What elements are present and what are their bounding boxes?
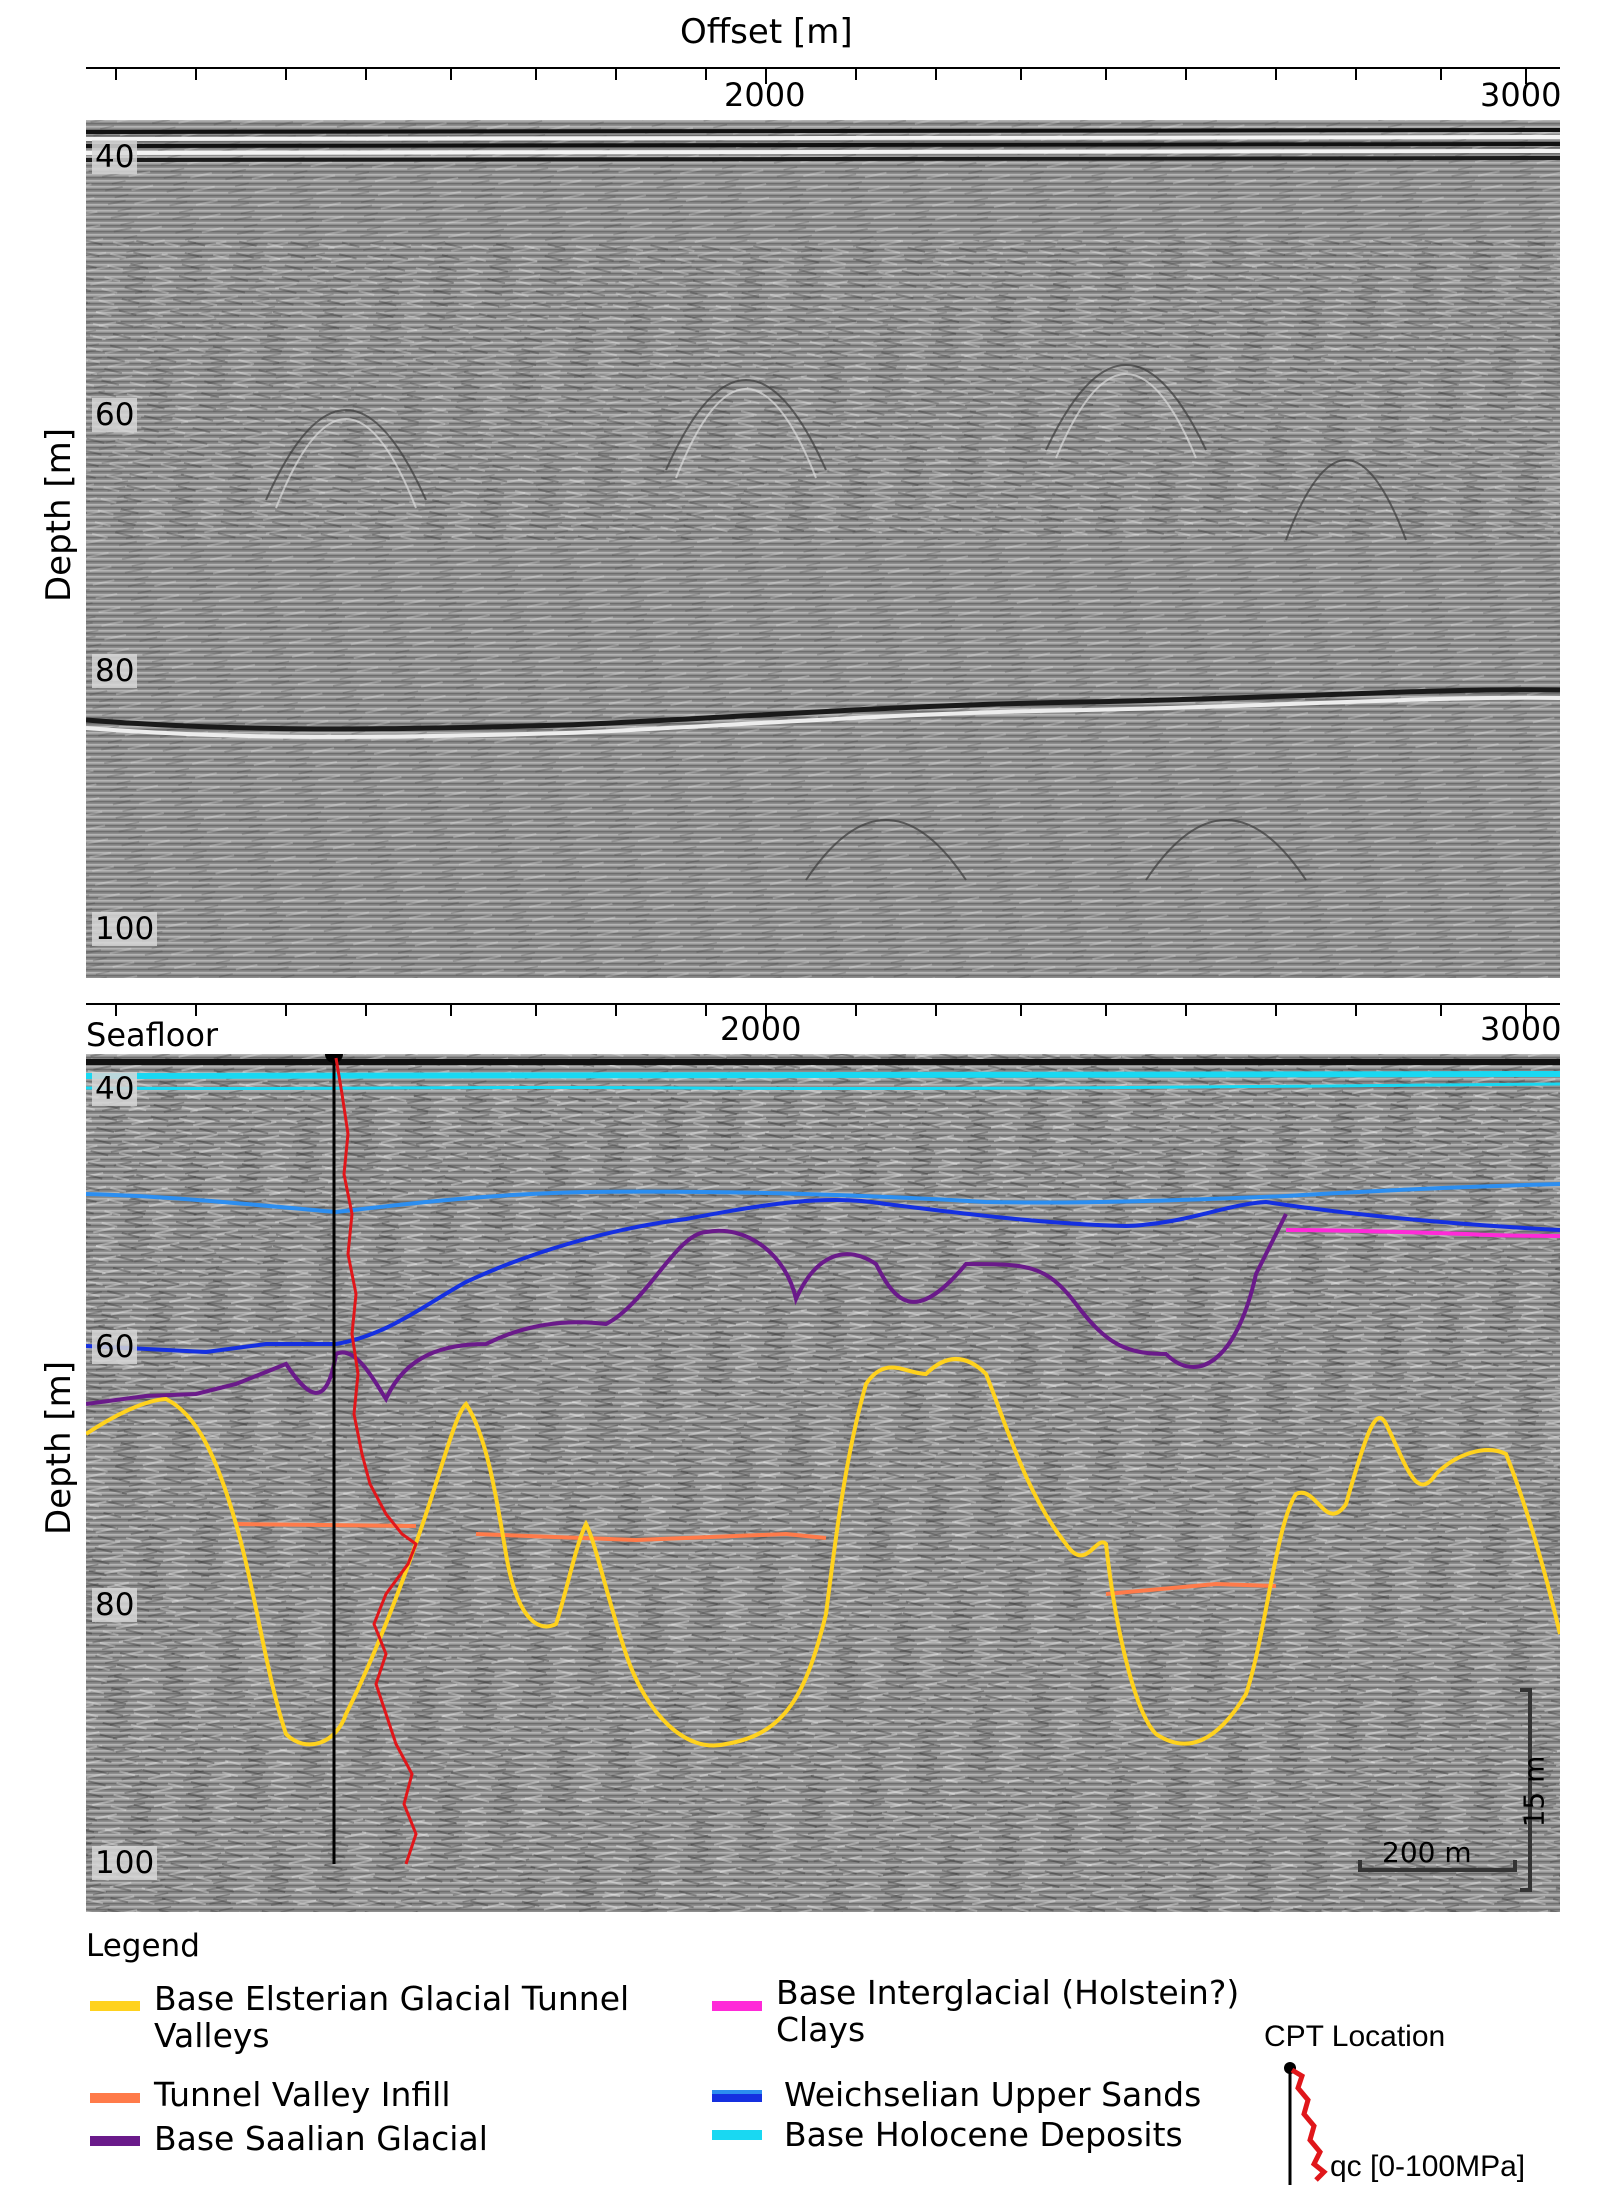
y-axis-title-bottom: Depth [m] — [39, 1360, 80, 1536]
top-ytick-40: 40 — [92, 140, 138, 174]
top-ytick-60: 60 — [92, 398, 138, 432]
top-xtick-3000: 3000 — [1480, 76, 1562, 114]
bottom-xtick-2000: 2000 — [720, 1010, 802, 1048]
legend-swatch-infill — [90, 2093, 140, 2103]
legend-title: Legend — [86, 1928, 200, 1964]
legend-interglacial-line2: Clays — [776, 2010, 866, 2049]
seafloor-label: Seafloor — [86, 1016, 219, 1054]
horizon-tunnel-valley-infill-2 — [475, 1531, 827, 1543]
top-x-axis — [86, 67, 1560, 84]
cpt-qc-trace — [334, 1057, 418, 1865]
seismic-image-top — [86, 120, 1560, 978]
legend-swatch-holocene — [712, 2130, 762, 2140]
legend-item-infill: Tunnel Valley Infill — [154, 2075, 451, 2114]
scale-bars — [1358, 1688, 1532, 1892]
cpt-location-marker — [325, 1054, 343, 1063]
horizon-base-saalian — [86, 1213, 1288, 1406]
legend-swatch-saalian — [90, 2136, 140, 2146]
legend-elsterian-line2: Valleys — [154, 2016, 270, 2055]
top-xtick-2000: 2000 — [724, 76, 806, 114]
y-axis-title-top: Depth [m] — [39, 427, 80, 603]
scale-horizontal-label: 200 m — [1382, 1836, 1472, 1869]
horizon-weichselian-upper — [86, 1182, 1560, 1215]
top-ytick-80: 80 — [92, 654, 138, 688]
horizon-base-interglacial — [1285, 1228, 1560, 1238]
horizon-tunnel-valley-infill-3 — [1105, 1581, 1277, 1596]
top-ytick-100: 100 — [92, 912, 158, 946]
bottom-ytick-40: 40 — [92, 1072, 138, 1106]
horizon-base-elsterian — [86, 1357, 1560, 1748]
seismic-panel-top — [86, 120, 1560, 978]
legend-item-saalian: Base Saalian Glacial — [154, 2119, 488, 2158]
legend-cpt-symbol — [1284, 2062, 1328, 2185]
seismic-panel-bottom — [86, 1054, 1560, 1912]
legend-interglacial-line1: Base Interglacial (Holstein?) — [776, 1973, 1240, 2012]
legend-cpt-label: qc [0-100MPa] — [1330, 2150, 1526, 2183]
bottom-ytick-60: 60 — [92, 1330, 138, 1364]
bottom-x-axis — [86, 1003, 1560, 1020]
legend-item-weichselian: Weichselian Upper Sands — [784, 2075, 1202, 2114]
bottom-xtick-3000: 3000 — [1480, 1010, 1562, 1048]
legend-item-elsterian: Base Elsterian Glacial Tunnel Valleys — [154, 1980, 629, 2054]
horizon-tunnel-valley-infill-1 — [235, 1522, 417, 1528]
legend-cpt-title: CPT Location — [1264, 2020, 1446, 2053]
bottom-ytick-80: 80 — [92, 1588, 138, 1622]
seismic-image-bottom — [86, 1054, 1560, 1912]
x-axis-title: Offset [m] — [680, 12, 853, 52]
legend-item-interglacial: Base Interglacial (Holstein?) Clays — [776, 1974, 1239, 2048]
legend-swatch-interglacial — [712, 2001, 762, 2011]
horizon-base-holocene — [86, 1071, 1560, 1079]
legend-swatch-weichselian — [712, 2090, 762, 2102]
scale-vertical-label: 15 m — [1517, 1755, 1551, 1828]
legend-swatch-elsterian — [90, 2001, 140, 2011]
legend-item-holocene: Base Holocene Deposits — [784, 2115, 1183, 2154]
bottom-ytick-100: 100 — [92, 1846, 158, 1880]
legend-elsterian-line1: Base Elsterian Glacial Tunnel — [154, 1979, 630, 2018]
